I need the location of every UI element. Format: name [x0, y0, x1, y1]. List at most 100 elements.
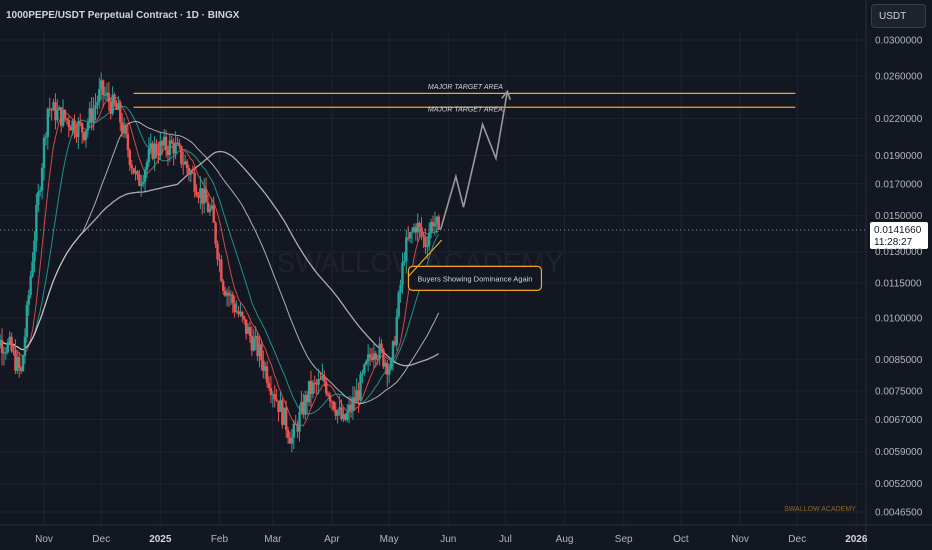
candle-body — [23, 336, 27, 356]
candle-body — [408, 232, 412, 239]
price-tick-label: 0.0150000 — [875, 211, 923, 222]
candle-body — [437, 216, 440, 230]
candle-body — [359, 374, 362, 401]
candle-body — [79, 121, 82, 124]
candle-body — [113, 94, 116, 105]
price-badge-countdown: 11:28:27 — [874, 237, 913, 248]
candle-body — [325, 381, 328, 394]
candle-body — [50, 109, 53, 111]
candle-body — [220, 259, 223, 282]
candle-body — [19, 367, 23, 372]
candle-body — [227, 292, 231, 296]
callout-pointer — [408, 239, 443, 277]
time-tick-label: May — [380, 534, 399, 545]
candle-body — [427, 232, 431, 246]
candle-body — [172, 143, 175, 154]
price-tick-label: 0.0052000 — [875, 479, 923, 490]
candle-body — [170, 140, 173, 144]
candle-body — [161, 141, 164, 146]
candle-body — [315, 382, 318, 385]
candle-body — [14, 350, 17, 371]
candle-body — [157, 153, 160, 156]
candle-body — [52, 102, 55, 111]
candle-body — [244, 319, 248, 334]
candle-body — [35, 205, 38, 241]
candle-body — [12, 350, 15, 352]
candle-body — [140, 183, 143, 186]
candle-body — [426, 245, 429, 247]
candle-body — [353, 397, 357, 402]
candle-body — [145, 162, 149, 170]
candle-body — [195, 192, 198, 196]
candle-body — [260, 344, 263, 361]
candle-body — [82, 132, 86, 140]
candle-body — [304, 395, 307, 415]
candle-body — [107, 92, 111, 103]
candle-body — [46, 108, 50, 137]
time-tick-label: Feb — [211, 534, 229, 545]
price-tick-label: 0.0260000 — [875, 72, 923, 83]
candle-body — [100, 80, 103, 90]
candle-body — [98, 89, 101, 102]
candle-body — [174, 142, 177, 154]
candlestick-series — [0, 72, 440, 453]
candle-body — [168, 140, 172, 155]
candle-body — [54, 102, 57, 121]
candle-body — [368, 354, 372, 358]
candle-body — [37, 191, 40, 206]
candle-body — [208, 208, 212, 213]
candle-body — [336, 410, 339, 416]
price-tick-label: 0.0075000 — [875, 386, 923, 397]
candle-body — [366, 354, 370, 362]
price-tick-label: 0.0046500 — [875, 508, 923, 519]
candle-body — [73, 120, 76, 134]
candle-body — [397, 292, 400, 317]
currency-selector[interactable]: USDT — [871, 4, 926, 28]
candle-body — [420, 226, 423, 235]
candle-body — [286, 430, 290, 438]
candle-body — [347, 404, 351, 413]
candle-body — [344, 414, 347, 420]
time-axis[interactable]: Nov Dec 2025 Feb Mar Apr May Jun Jul Aug Sep Oct Nov… — [0, 524, 932, 545]
candle-body — [386, 362, 389, 375]
candle-body — [281, 400, 284, 425]
price-tick-label: 0.0059000 — [875, 447, 923, 458]
ma-mid-line — [0, 105, 440, 415]
candle-body — [243, 316, 246, 320]
candle-body — [67, 119, 70, 128]
candle-body — [58, 107, 61, 110]
candle-body — [77, 121, 80, 138]
candle-body — [401, 262, 404, 285]
candle-body — [21, 355, 25, 372]
price-tick-label: 0.0130000 — [875, 247, 923, 258]
candle-body — [374, 353, 377, 360]
price-axis[interactable]: 0.0300000 0.0260000 0.0220000 0.0190000 0.01… — [865, 0, 923, 550]
candle-body — [191, 171, 194, 173]
candle-body — [317, 379, 320, 385]
candle-body — [109, 102, 112, 114]
candle-body — [183, 161, 187, 165]
target-area-label: MAJOR TARGET AREA — [428, 84, 503, 91]
candle-body — [321, 375, 324, 380]
price-tick-label: 0.0115000 — [875, 278, 922, 289]
candle-body — [138, 174, 141, 186]
candle-body — [229, 294, 233, 296]
candle-body — [27, 295, 30, 305]
candle-body — [252, 338, 255, 351]
candle-body — [418, 222, 421, 227]
candle-body — [225, 292, 229, 296]
candle-body — [330, 401, 334, 403]
candle-body — [254, 335, 257, 339]
candle-body — [340, 407, 343, 420]
price-tick-label: 0.0220000 — [875, 114, 923, 125]
time-tick-label: Oct — [673, 534, 689, 545]
time-tick-label: Jun — [440, 534, 456, 545]
candle-body — [185, 161, 189, 168]
candle-body — [84, 130, 88, 140]
candle-body — [65, 118, 69, 120]
candle-body — [231, 294, 234, 304]
candle-body — [372, 353, 376, 360]
candle-body — [393, 341, 397, 346]
candle-body — [416, 222, 419, 233]
